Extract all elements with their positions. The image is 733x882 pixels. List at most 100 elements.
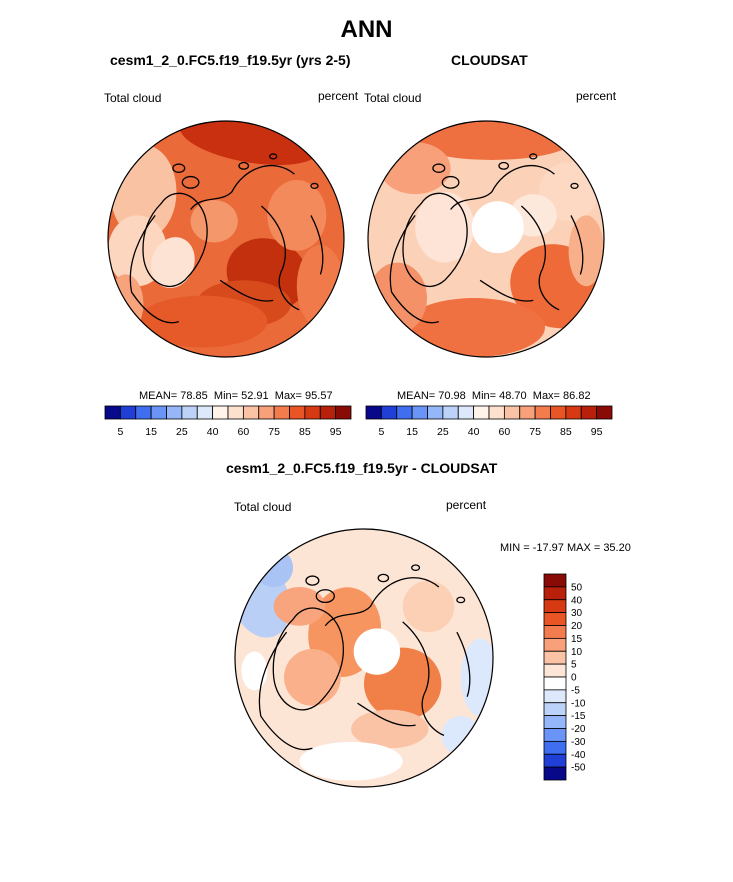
colorbar-box bbox=[543, 586, 567, 601]
map-contour-region bbox=[267, 180, 327, 251]
colorbar-box bbox=[242, 405, 260, 420]
colorbar-box bbox=[289, 405, 306, 420]
panel2-polar-map bbox=[367, 120, 605, 358]
map-boundary bbox=[367, 120, 605, 358]
colorbar-box bbox=[273, 405, 290, 420]
colorbar-tick-label: 5 bbox=[571, 660, 577, 671]
coastline bbox=[402, 621, 445, 736]
coastline-greenland bbox=[272, 607, 344, 711]
colorbar-box bbox=[565, 405, 582, 420]
coastline-island bbox=[456, 596, 466, 604]
colorbar-box bbox=[166, 405, 183, 420]
colorbar-tick-label: 85 bbox=[560, 426, 572, 438]
panel1-units-label: percent bbox=[318, 89, 359, 103]
panel1-stats: MEAN= 78.85 Min= 52.91 Max= 95.57 bbox=[139, 390, 333, 402]
panel3-polar-map bbox=[234, 528, 494, 788]
map-contour-region bbox=[415, 191, 475, 263]
panel2-title: CLOUDSAT bbox=[451, 52, 528, 68]
coastline bbox=[310, 215, 324, 275]
coastline bbox=[479, 279, 534, 302]
coastline bbox=[258, 631, 313, 751]
colorbar-tick-label: 40 bbox=[207, 426, 219, 438]
colorbar-box bbox=[473, 405, 490, 420]
coastline-island bbox=[432, 163, 446, 173]
colorbar-tick-label: 0 bbox=[571, 673, 577, 684]
colorbar-box bbox=[543, 715, 567, 729]
map-contour-region bbox=[190, 200, 238, 243]
colorbar-tick-label: 15 bbox=[145, 426, 157, 438]
colorbar-box bbox=[427, 405, 444, 420]
colorbar-box bbox=[543, 637, 567, 652]
colorbar-tick-label: 25 bbox=[437, 426, 449, 438]
map-contour-region bbox=[137, 295, 268, 348]
colorbar-box bbox=[596, 405, 613, 420]
map-contour-region bbox=[284, 648, 341, 706]
coastline bbox=[389, 214, 440, 324]
colorbar-box bbox=[543, 689, 567, 704]
colorbar-box bbox=[543, 676, 567, 691]
coastline bbox=[456, 631, 471, 697]
colorbar-box bbox=[488, 405, 505, 420]
coastline bbox=[260, 205, 300, 311]
colorbar-tick-label: 5 bbox=[117, 426, 123, 438]
colorbar-tick-label: -50 bbox=[571, 763, 586, 774]
panel1-polar-map bbox=[107, 120, 345, 358]
coastline-island bbox=[529, 153, 538, 160]
map-contour-region bbox=[296, 244, 344, 328]
colorbar-box bbox=[319, 405, 337, 420]
panel3-stats: MIN = -17.97 MAX = 35.20 bbox=[500, 542, 631, 554]
colorbar-box bbox=[519, 405, 536, 420]
colorbar-box bbox=[304, 405, 321, 420]
panel1-mean: 78.85 bbox=[180, 390, 208, 402]
coastline-greenland bbox=[142, 192, 208, 287]
panel1-min: 52.91 bbox=[241, 390, 269, 402]
panel2-min: 48.70 bbox=[499, 390, 527, 402]
colorbar-box bbox=[150, 405, 167, 420]
colorbar-tick-label: -20 bbox=[571, 724, 586, 735]
map-contour-region bbox=[273, 587, 326, 626]
colorbar-tick-label: 30 bbox=[571, 608, 583, 619]
coastline-island bbox=[315, 589, 335, 604]
map-contour-region bbox=[568, 215, 604, 287]
colorbar-box bbox=[119, 405, 137, 420]
colorbar-tick-label: 15 bbox=[406, 426, 418, 438]
coastline bbox=[219, 279, 274, 302]
coastline-island bbox=[269, 153, 278, 160]
colorbar-box bbox=[196, 405, 214, 420]
colorbar-box bbox=[534, 405, 551, 420]
colorbar-box bbox=[543, 740, 567, 755]
colorbar-tick-label: 40 bbox=[571, 595, 583, 606]
colorbar-tick-label: 25 bbox=[176, 426, 188, 438]
colorbar-tick-label: -5 bbox=[571, 685, 580, 696]
coastline-island bbox=[181, 175, 200, 189]
colorbar-tick-label: 95 bbox=[591, 426, 603, 438]
colorbar-box bbox=[212, 405, 229, 420]
colorbar-box bbox=[580, 405, 598, 420]
coastline bbox=[324, 577, 440, 627]
colorbar-box bbox=[335, 405, 352, 420]
colorbar-tick-label: 20 bbox=[571, 621, 583, 632]
colorbar-box bbox=[181, 405, 198, 420]
coastline bbox=[129, 214, 180, 324]
panel2-mean: 70.98 bbox=[438, 390, 466, 402]
coastline-island bbox=[441, 175, 460, 189]
colorbar-box bbox=[442, 405, 459, 420]
colorbar-tick-label: 85 bbox=[299, 426, 311, 438]
panel3-variable-label: Total cloud bbox=[234, 500, 292, 514]
panel1-variable-label: Total cloud bbox=[104, 91, 162, 105]
colorbar-tick-label: 95 bbox=[330, 426, 342, 438]
panel1-colorbar: 5 15 25 40 60 75 85 95 bbox=[104, 405, 352, 438]
map-contour-region bbox=[403, 298, 545, 357]
colorbar-box bbox=[543, 753, 567, 768]
map-contour-region bbox=[379, 142, 451, 195]
colorbar-box bbox=[543, 612, 567, 626]
colorbar-box bbox=[380, 405, 398, 420]
colorbar-box bbox=[258, 405, 275, 420]
coastline bbox=[520, 205, 560, 311]
colorbar-box bbox=[135, 405, 152, 420]
colorbar-tick-label: 40 bbox=[468, 426, 480, 438]
panel3-title: cesm1_2_0.FC5.f19_f19.5yr - CLOUDSAT bbox=[226, 460, 498, 476]
map-contour-region bbox=[402, 580, 455, 633]
coastline-island bbox=[498, 161, 510, 170]
figure-title: ANN bbox=[340, 16, 393, 43]
